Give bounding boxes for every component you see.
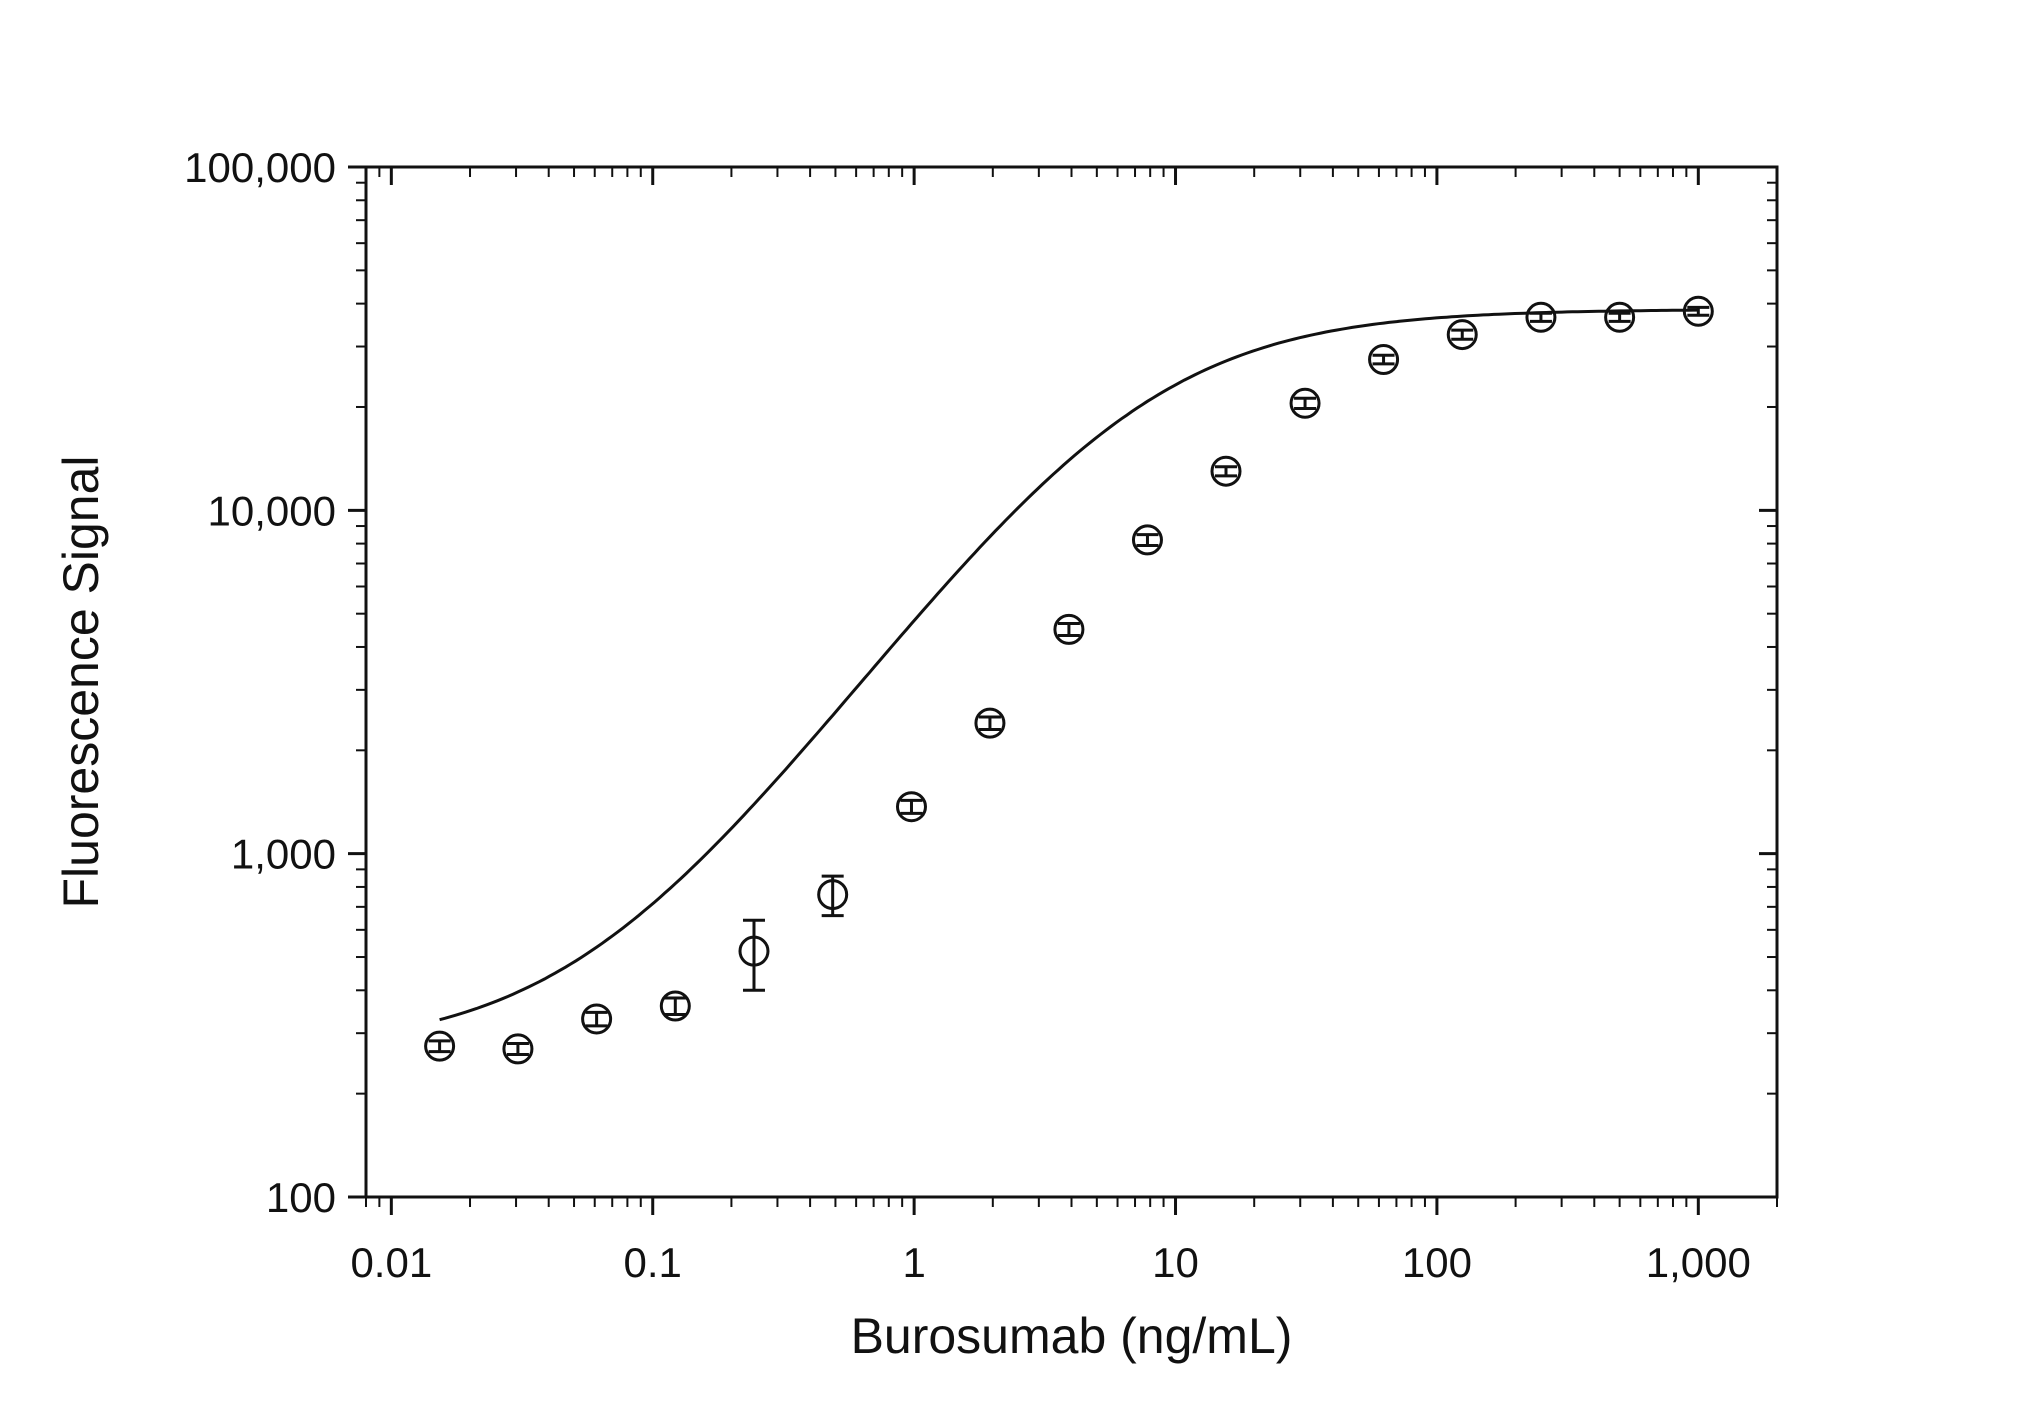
y-axis: 100 1,000 10,000 100,000 bbox=[184, 144, 1777, 1221]
y-axis-label: Fluorescence Signal bbox=[53, 455, 109, 908]
point-marker bbox=[817, 879, 849, 911]
point-marker bbox=[502, 1033, 534, 1065]
minor-ticks bbox=[356, 167, 1778, 1207]
x-axis-label: Burosumab (ng/mL) bbox=[851, 1308, 1293, 1364]
point-marker bbox=[1682, 295, 1714, 327]
data-point bbox=[974, 707, 1006, 739]
y-tick-label: 10,000 bbox=[208, 487, 336, 534]
data-point bbox=[581, 1003, 613, 1035]
x-axis: 0.01 0.1 1 10 100 1,000 bbox=[350, 167, 1751, 1286]
point-marker bbox=[659, 990, 691, 1022]
data-point bbox=[1682, 295, 1714, 327]
point-marker bbox=[424, 1030, 456, 1062]
point-marker bbox=[581, 1003, 613, 1035]
x-tick-label: 0.01 bbox=[350, 1239, 432, 1286]
data-point bbox=[1210, 455, 1242, 487]
plot-frame bbox=[364, 165, 1779, 1199]
data-point bbox=[1289, 387, 1321, 419]
point-marker bbox=[1210, 455, 1242, 487]
point-marker bbox=[1446, 319, 1478, 351]
y-tick-label: 1,000 bbox=[231, 831, 336, 878]
data-point bbox=[1446, 319, 1478, 351]
data-point bbox=[1053, 613, 1085, 645]
point-marker bbox=[1131, 524, 1163, 556]
x-tick-label: 0.1 bbox=[624, 1239, 682, 1286]
point-marker bbox=[1053, 613, 1085, 645]
point-marker bbox=[738, 935, 770, 967]
data-point bbox=[424, 1030, 456, 1062]
data-point bbox=[1604, 301, 1636, 333]
point-marker bbox=[1525, 301, 1557, 333]
data-point bbox=[1525, 301, 1557, 333]
point-marker bbox=[974, 707, 1006, 739]
data-points bbox=[424, 295, 1714, 1065]
point-marker bbox=[1604, 301, 1636, 333]
x-tick-label: 100 bbox=[1402, 1239, 1472, 1286]
point-marker bbox=[1368, 343, 1400, 375]
data-point bbox=[502, 1033, 534, 1065]
x-tick-label: 1,000 bbox=[1646, 1239, 1751, 1286]
data-point bbox=[817, 874, 849, 918]
x-tick-label: 1 bbox=[902, 1239, 925, 1286]
x-tick-label: 10 bbox=[1152, 1239, 1199, 1286]
data-point bbox=[659, 990, 691, 1022]
y-tick-label: 100 bbox=[266, 1174, 336, 1221]
point-marker bbox=[1289, 387, 1321, 419]
data-point bbox=[1131, 524, 1163, 556]
y-tick-label: 100,000 bbox=[184, 144, 336, 191]
data-point bbox=[1368, 343, 1400, 375]
data-point bbox=[895, 791, 927, 823]
data-point bbox=[738, 918, 770, 992]
fit-curve bbox=[439, 308, 1699, 1022]
point-marker bbox=[895, 791, 927, 823]
